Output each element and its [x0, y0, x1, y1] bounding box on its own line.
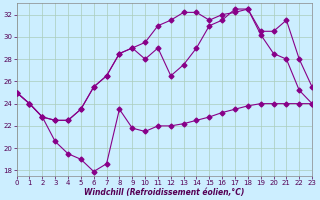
X-axis label: Windchill (Refroidissement éolien,°C): Windchill (Refroidissement éolien,°C)	[84, 188, 244, 197]
